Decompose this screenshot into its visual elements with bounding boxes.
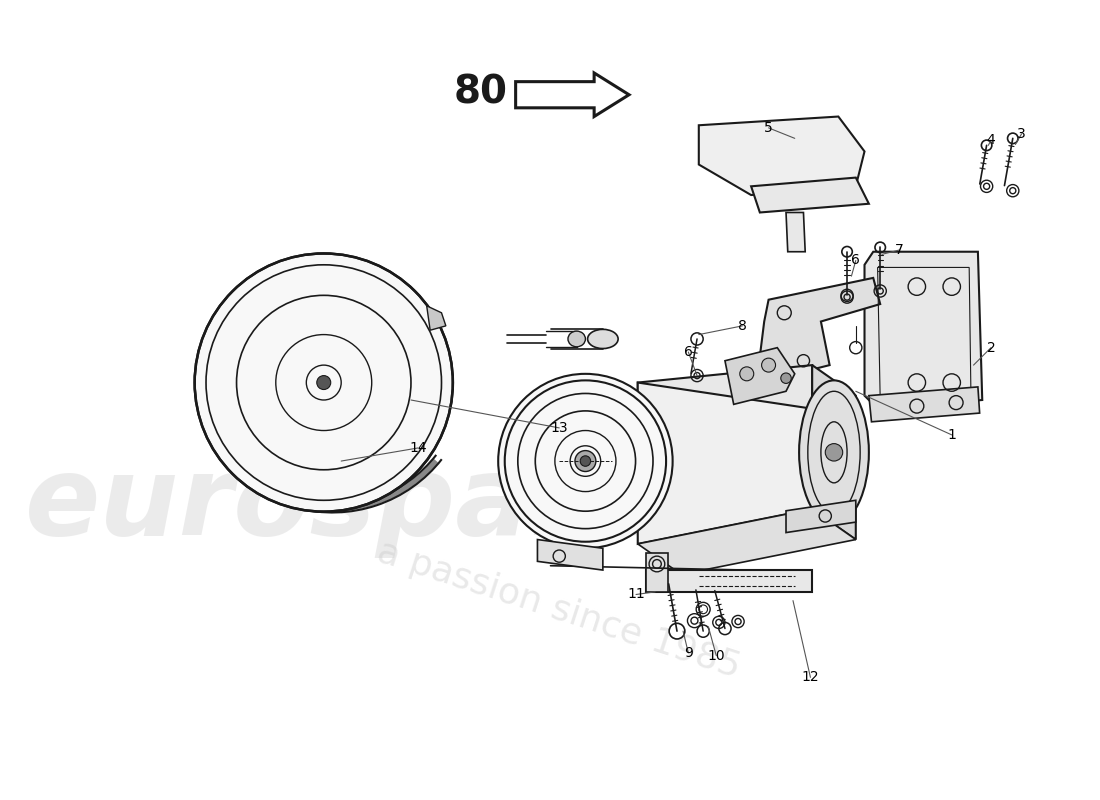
Text: 6: 6 [684,345,693,359]
Polygon shape [869,387,980,422]
Text: 5: 5 [764,121,773,135]
Circle shape [781,373,791,383]
Polygon shape [538,539,603,570]
Polygon shape [812,365,856,539]
Text: 13: 13 [550,421,568,435]
Circle shape [575,450,596,471]
Circle shape [761,358,776,372]
Ellipse shape [498,374,672,548]
Circle shape [740,367,754,381]
Polygon shape [698,117,865,195]
Text: 6: 6 [851,254,860,267]
Text: 3: 3 [1018,127,1026,141]
Text: 11: 11 [627,587,645,602]
Text: 1: 1 [947,428,956,442]
Text: eurospares: eurospares [25,451,727,558]
Text: 4: 4 [987,133,996,147]
Polygon shape [725,348,794,404]
Polygon shape [865,252,982,409]
Polygon shape [647,570,812,592]
Circle shape [580,456,591,466]
Polygon shape [760,278,880,378]
Polygon shape [786,213,805,252]
Polygon shape [427,306,446,330]
Text: a passion since 1985: a passion since 1985 [373,534,745,684]
Text: 12: 12 [802,670,820,684]
Text: 80: 80 [454,74,508,112]
Text: 14: 14 [409,441,427,455]
Ellipse shape [568,331,585,346]
Polygon shape [638,382,812,544]
Circle shape [825,444,843,461]
Circle shape [195,254,453,512]
Polygon shape [638,509,856,574]
Polygon shape [751,178,869,213]
Text: 2: 2 [987,341,996,354]
Ellipse shape [587,330,618,349]
Text: 8: 8 [738,319,747,333]
Text: 10: 10 [707,649,725,662]
Polygon shape [647,553,669,592]
Polygon shape [638,365,812,426]
Ellipse shape [799,380,869,524]
Text: 7: 7 [895,243,904,257]
Circle shape [317,375,331,390]
Polygon shape [516,73,629,117]
Text: 9: 9 [684,646,693,660]
Polygon shape [786,500,856,533]
